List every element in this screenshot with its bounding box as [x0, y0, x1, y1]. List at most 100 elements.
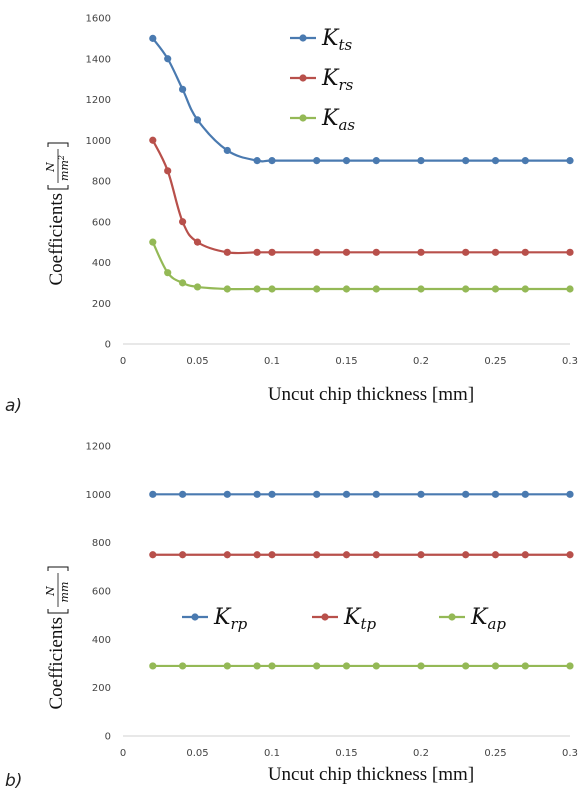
y-unit-numerator: N	[44, 162, 57, 173]
data-point-Krs	[164, 167, 172, 175]
data-point-Krs	[253, 248, 261, 256]
data-point-Krp	[149, 490, 157, 498]
data-point-Kts	[462, 157, 470, 165]
x-tick-label: 0.3	[562, 356, 578, 367]
chart-panel-1: 0 200 400 600 800 1000 1200 0 0.05 0.1 0.15 0.2 0.25…	[5, 442, 578, 791]
legend-subscript-Krs: rs	[338, 76, 353, 94]
y-tick-label: 1000	[86, 490, 111, 501]
x-tick-label: 0.25	[484, 748, 506, 759]
y-tick-label: 200	[92, 683, 111, 694]
data-point-Kas	[149, 238, 157, 246]
y-axis-label-group: Coefficients N mm	[44, 566, 71, 710]
data-point-Krs	[342, 248, 351, 256]
y-unit-numerator: N	[44, 586, 57, 597]
y-unit-bracket-left	[47, 185, 69, 190]
data-point-Ktp	[149, 551, 157, 559]
data-point-Krp	[342, 490, 351, 498]
data-point-Ktp	[462, 551, 470, 559]
data-point-Krs	[372, 248, 380, 256]
data-point-Ktp	[268, 551, 276, 559]
data-point-Kas	[193, 283, 202, 291]
data-point-Kts	[566, 157, 574, 165]
y-axis-label-group: Coefficients N mm2	[44, 142, 71, 286]
legend-label-Kap: Kap	[470, 605, 506, 633]
legend-marker-Kas	[299, 114, 307, 122]
y-unit-bracket-left	[47, 609, 69, 614]
x-tick-label: 0.05	[186, 356, 208, 367]
data-point-Ktp	[372, 551, 380, 559]
data-point-Kas	[313, 285, 321, 293]
data-point-Krp	[566, 490, 574, 498]
data-point-Krp	[372, 490, 380, 498]
data-point-Ktp	[521, 551, 529, 559]
y-tick-label: 200	[92, 299, 111, 310]
legend-marker-Krp	[191, 613, 199, 621]
data-point-Ktp	[253, 551, 261, 559]
data-point-Krs	[268, 248, 276, 256]
data-point-Kts	[417, 157, 425, 165]
y-unit-bracket-right	[47, 142, 69, 147]
data-point-Kap	[491, 662, 500, 670]
legend-subscript-Kts: ts	[338, 36, 352, 54]
data-point-Krs	[313, 248, 321, 256]
data-point-Krs	[149, 136, 157, 144]
legend-label-Kas: Kas	[321, 106, 355, 134]
y-tick-label: 600	[92, 217, 111, 228]
data-point-Kas	[342, 285, 351, 293]
data-point-Krp	[223, 490, 231, 498]
y-tick-label: 0	[105, 340, 111, 351]
data-point-Ktp	[223, 551, 231, 559]
data-point-Krp	[462, 490, 470, 498]
data-point-Krs	[566, 248, 574, 256]
data-point-Kap	[521, 662, 529, 670]
data-point-Krs	[521, 248, 529, 256]
data-point-Krs	[223, 248, 231, 256]
data-point-Krp	[491, 490, 500, 498]
legend-marker-Kts	[299, 34, 307, 42]
y-unit-bracket-right	[47, 566, 69, 571]
data-point-Kas	[491, 285, 500, 293]
x-tick-label: 0.1	[264, 356, 280, 367]
series-line-Kts	[151, 37, 570, 163]
data-point-Krp	[179, 490, 187, 498]
data-point-Kap	[372, 662, 380, 670]
data-point-Kap	[566, 662, 574, 670]
x-tick-label: 0	[120, 356, 126, 367]
data-point-Ktp	[342, 551, 351, 559]
legend-marker-Kap	[448, 613, 456, 621]
data-point-Kts	[372, 157, 380, 165]
x-tick-label: 0.1	[264, 748, 280, 759]
data-point-Krp	[253, 490, 261, 498]
data-point-Krp	[268, 490, 276, 498]
y-tick-label: 800	[92, 177, 111, 188]
y-tick-label: 1600	[86, 14, 111, 25]
x-tick-label: 0.25	[484, 356, 506, 367]
data-point-Kas	[179, 279, 187, 287]
legend-label-Ktp: Ktp	[343, 605, 376, 633]
data-point-Kts	[342, 157, 351, 165]
x-tick-label: 0.3	[562, 748, 578, 759]
data-point-Kas	[566, 285, 574, 293]
data-point-Ktp	[491, 551, 500, 559]
chart-panel-0: 0 200 400 600 800 1000 1200 1400 1600 0 0.05 0.1 0.1…	[5, 14, 578, 417]
data-point-Ktp	[566, 551, 574, 559]
x-tick-label: 0.2	[413, 748, 429, 759]
y-tick-label: 600	[92, 587, 111, 598]
data-point-Ktp	[179, 551, 187, 559]
data-point-Kas	[223, 285, 231, 293]
data-point-Kap	[417, 662, 425, 670]
panel-label: a)	[5, 396, 22, 416]
data-point-Ktp	[417, 551, 425, 559]
data-point-Krp	[521, 490, 529, 498]
data-point-Kap	[253, 662, 261, 670]
data-point-Kts	[193, 116, 202, 124]
y-tick-label: 400	[92, 258, 111, 269]
data-point-Kas	[372, 285, 380, 293]
y-tick-label: 1000	[86, 136, 111, 147]
data-point-Kts	[179, 85, 187, 93]
y-unit-denominator: mm2	[57, 155, 71, 181]
data-point-Kts	[491, 157, 500, 165]
data-point-Krp	[417, 490, 425, 498]
data-point-Kap	[313, 662, 321, 670]
